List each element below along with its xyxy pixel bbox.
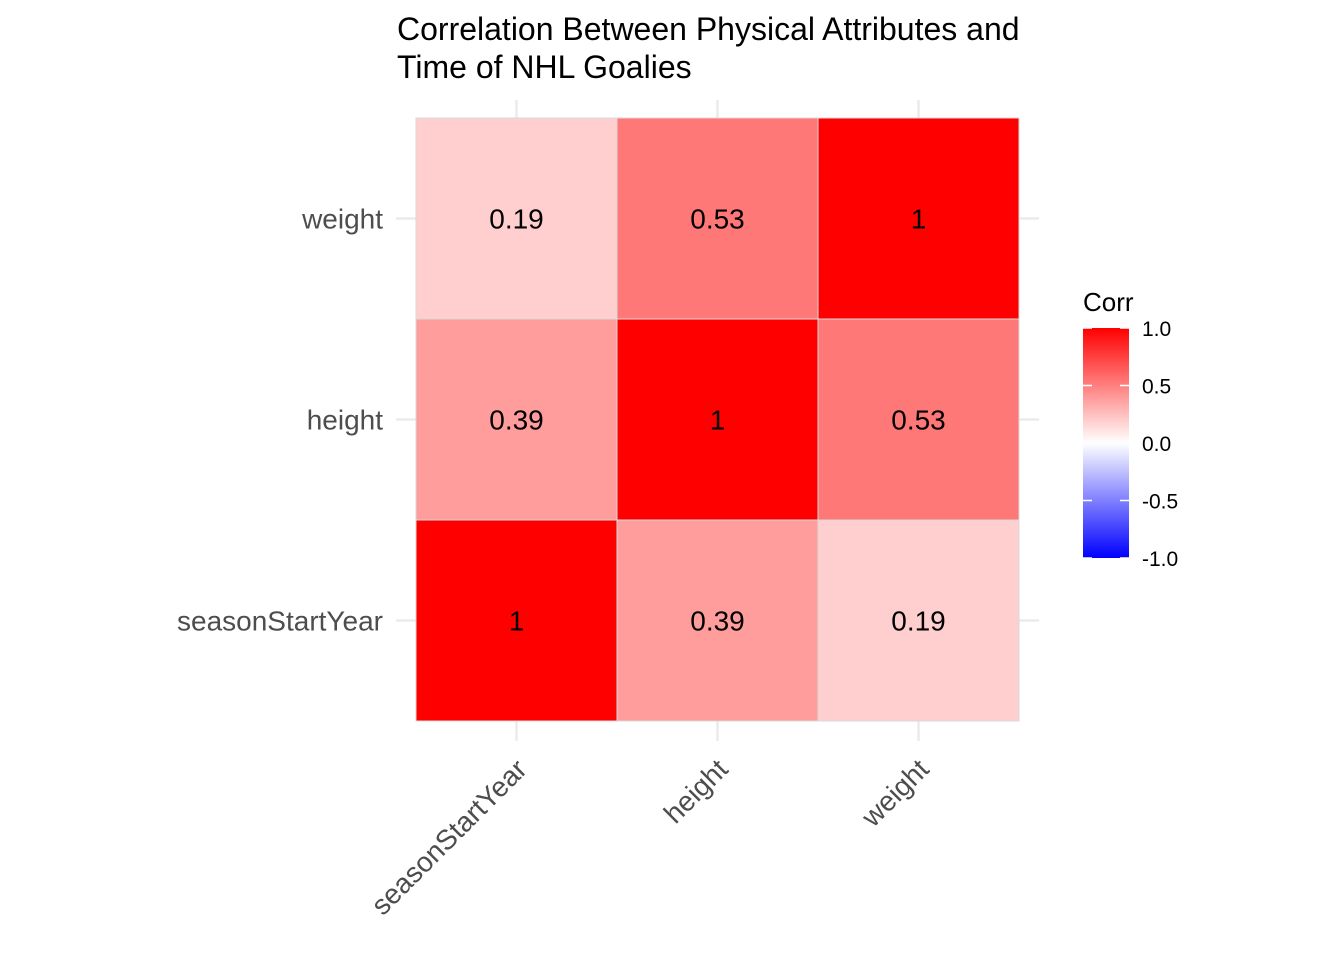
heatmap-cells xyxy=(415,117,1020,722)
legend-tick-label: 1.0 xyxy=(1142,318,1171,341)
y-axis-tick-labels: seasonStartYear height weight xyxy=(177,204,383,637)
chart-title-line-1: Correlation Between Physical Attributes … xyxy=(397,11,1020,47)
heatmap-cell-seasonStartYear-seasonStartYear xyxy=(415,519,618,722)
heatmap-cell-height-height xyxy=(616,318,819,521)
legend-tick-label: -1.0 xyxy=(1142,548,1178,571)
x-axis-tick-labels: seasonStartYear height weight xyxy=(365,753,935,921)
cell-value-label: 0.53 xyxy=(891,405,946,436)
cell-value-label: 0.19 xyxy=(489,204,544,235)
cell-value-label: 1 xyxy=(710,405,726,436)
cell-value-label: 0.39 xyxy=(489,405,544,436)
x-tick-label-seasonStartYear: seasonStartYear xyxy=(365,753,533,921)
cell-value-label: 1 xyxy=(509,606,525,637)
legend-title: Corr xyxy=(1083,287,1134,317)
heatmap-cell-weight-seasonStartYear xyxy=(415,117,618,320)
heatmap-cell-weight-height xyxy=(616,117,819,320)
cell-value-label: 1 xyxy=(911,204,927,235)
x-tick-label-height: height xyxy=(658,753,734,829)
y-tick-label-weight: weight xyxy=(301,204,383,235)
legend-tick-label: 0.5 xyxy=(1142,376,1171,399)
cell-value-labels: 1 0.39 0.19 0.39 1 0.53 0.19 0.53 1 xyxy=(489,204,946,637)
heatmap-cell-weight-weight xyxy=(817,117,1020,320)
y-tick-label-height: height xyxy=(307,405,384,436)
cell-value-label: 0.53 xyxy=(690,204,745,235)
cell-value-label: 0.39 xyxy=(690,606,745,637)
heatmap-cell-height-weight xyxy=(817,318,1020,521)
legend-tick-label: -0.5 xyxy=(1142,491,1178,514)
y-tick-label-seasonStartYear: seasonStartYear xyxy=(177,606,383,637)
chart-title-line-2: Time of NHL Goalies xyxy=(397,49,692,85)
legend-tick-label: 0.0 xyxy=(1142,433,1171,456)
color-legend: Corr 1.0 0.5 0.0 -0.5 -1.0 xyxy=(1083,287,1178,571)
cell-value-label: 0.19 xyxy=(891,606,946,637)
heatmap-cell-seasonStartYear-weight xyxy=(817,519,1020,722)
x-tick-label-weight: weight xyxy=(855,753,935,833)
chart-title: Correlation Between Physical Attributes … xyxy=(397,11,1020,85)
